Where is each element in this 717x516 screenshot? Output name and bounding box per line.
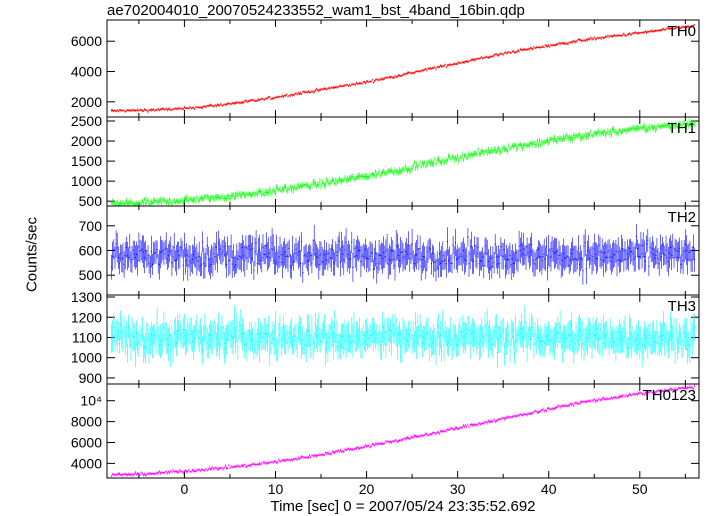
series-th0-line xyxy=(111,24,695,113)
x-tick-label: 30 xyxy=(450,481,466,497)
y-tick-label: 900 xyxy=(79,370,103,386)
y-tick-label: 1000 xyxy=(71,173,102,189)
series-th0123-error-bars xyxy=(111,384,695,477)
series-th0-error-bars xyxy=(111,24,695,114)
x-tick-label: 10 xyxy=(268,481,284,497)
panel-label-th1: TH1 xyxy=(668,120,696,137)
y-tick-label: 1100 xyxy=(72,329,102,345)
y-tick-label: 1000 xyxy=(71,350,102,366)
y-tick-label: 1200 xyxy=(71,309,102,325)
y-tick-label: 4000 xyxy=(71,64,102,80)
x-tick-label: 40 xyxy=(541,481,557,497)
y-tick-label: 500 xyxy=(79,267,103,283)
y-tick-label: 2000 xyxy=(71,94,102,110)
y-tick-label: 4000 xyxy=(71,455,102,471)
y-tick-label: 6000 xyxy=(71,434,102,450)
panel-label-th0: TH0 xyxy=(668,23,696,40)
panel-frame-th0 xyxy=(106,19,700,118)
series-th2-line xyxy=(111,235,695,274)
y-tick-label: 6000 xyxy=(71,33,102,49)
x-axis-label: Time [sec] 0 = 2007/05/24 23:35:52.692 xyxy=(270,498,536,515)
y-tick-label: 700 xyxy=(79,218,103,234)
y-tick-label: 600 xyxy=(79,243,103,259)
series-th2-error-bars xyxy=(111,224,695,285)
series-th3-error-bars xyxy=(111,305,695,369)
y-tick-label: 8000 xyxy=(71,414,102,430)
series-th1-error-bars xyxy=(111,118,695,206)
series-th0123-line xyxy=(111,385,695,477)
y-tick-label: 10⁴ xyxy=(80,393,102,409)
series-th1-line xyxy=(111,121,695,206)
panel-label-th2: TH2 xyxy=(668,209,696,226)
y-tick-label: 500 xyxy=(79,193,103,209)
x-tick-label: 20 xyxy=(359,481,375,497)
panel-frame-th0123 xyxy=(106,383,700,479)
x-tick-label: 50 xyxy=(632,481,648,497)
y-tick-label: 1300 xyxy=(71,289,102,305)
panel-label-th3: TH3 xyxy=(668,298,696,315)
series-th3-line xyxy=(111,321,695,355)
y-tick-label: 2500 xyxy=(71,113,102,129)
panel-label-th0123: TH0123 xyxy=(643,387,696,404)
y-tick-label: 2000 xyxy=(71,133,102,149)
chart-title: ae702004010_20070524233552_wam1_bst_4ban… xyxy=(107,2,525,19)
y-tick-label: 1500 xyxy=(71,153,102,169)
x-tick-label: 0 xyxy=(181,481,189,497)
